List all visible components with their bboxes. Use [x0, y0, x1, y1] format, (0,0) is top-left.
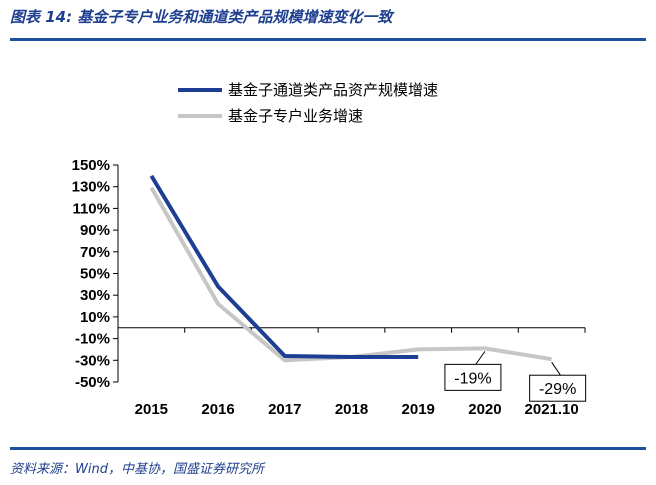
x-tick-label: 2017: [268, 401, 301, 418]
y-tick-label: -50%: [75, 374, 110, 391]
legend-label-2: 基金子专户业务增速: [228, 107, 363, 125]
y-tick-label: 30%: [80, 287, 110, 304]
x-tick-label: 2021.10: [525, 401, 579, 418]
line-chart: 150% 130% 110% 90% 70% 50% 30% 10% -10% -30% -50% 2…: [0, 0, 656, 485]
y-tick-label: 70%: [80, 244, 110, 261]
y-tick-label: 150%: [72, 157, 110, 174]
x-tick-label: 2018: [335, 401, 368, 418]
annotation-leader: [476, 351, 485, 364]
footer-divider: [10, 447, 646, 450]
source-note: 资料来源：Wind，中基协，国盛证券研究所: [10, 458, 264, 477]
x-tick-label: 2019: [402, 401, 435, 418]
y-tick-label: 90%: [80, 222, 110, 239]
y-tick-label: 10%: [80, 309, 110, 326]
series-line-1: [151, 176, 418, 357]
y-tick-label: -10%: [75, 331, 110, 348]
x-tick-label: 2016: [201, 401, 234, 418]
annotation-label: -19%: [454, 370, 491, 387]
x-tick-label: 2015: [135, 401, 168, 418]
legend-label-1: 基金子通道类产品资产规模增速: [228, 81, 438, 99]
y-tick-label: 50%: [80, 266, 110, 283]
annotation-label: -29%: [539, 381, 576, 398]
annotation-leader: [552, 362, 561, 375]
y-tick-label: 130%: [72, 179, 110, 196]
y-tick-label: 110%: [72, 200, 110, 217]
y-tick-label: -30%: [75, 352, 110, 369]
x-tick-label: 2020: [468, 401, 501, 418]
